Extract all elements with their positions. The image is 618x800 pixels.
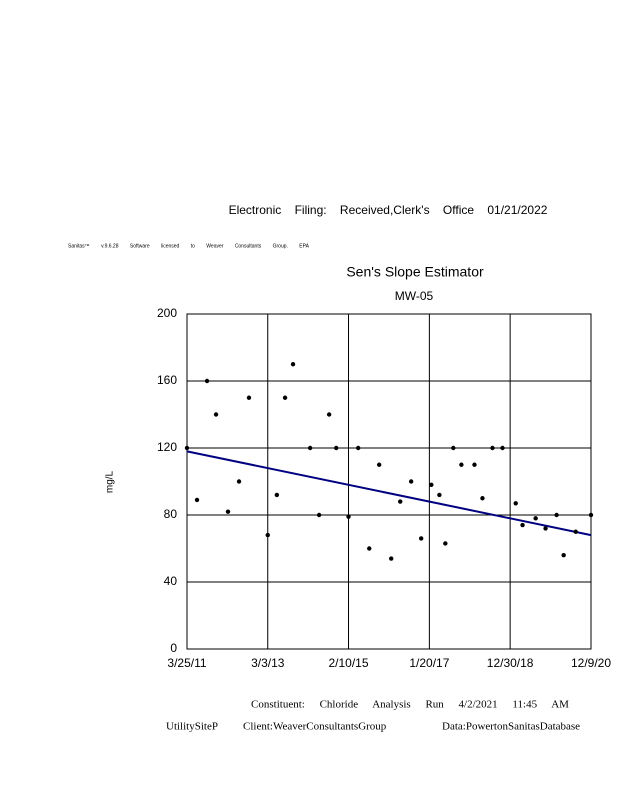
y-axis-label: mg/L [105, 470, 116, 493]
chart-subtitle: MW-05 [395, 289, 434, 303]
data-point [194, 497, 200, 503]
data-point [290, 362, 296, 367]
chart-title: Sen's Slope Estimator [346, 264, 484, 280]
data-point [451, 445, 456, 451]
data-point [533, 516, 538, 521]
y-tick-label: 120 [157, 440, 177, 454]
data-point [480, 496, 485, 501]
data-point [408, 479, 414, 484]
data-point [543, 526, 548, 531]
y-tick-label: 40 [164, 574, 178, 588]
data-point [367, 546, 372, 551]
data-point [346, 514, 351, 519]
x-tick-label: 3/3/13 [251, 656, 285, 670]
y-tick-label: 0 [170, 641, 177, 655]
data-point [490, 445, 495, 451]
data-point [443, 541, 448, 546]
y-tick-label: 80 [164, 507, 178, 521]
data-point [513, 501, 518, 506]
data-point [225, 509, 231, 514]
data-point [265, 532, 270, 538]
data-point [316, 512, 322, 518]
data-point [459, 462, 464, 467]
data-point [236, 479, 242, 484]
data-point [437, 492, 442, 498]
data-point [561, 553, 566, 558]
data-point [376, 462, 382, 467]
data-point [246, 395, 252, 400]
y-tick-label: 200 [157, 306, 177, 320]
data-point [588, 512, 594, 518]
software-note: Sanitas™ v.9.6.28 Software licensed to W… [68, 243, 310, 249]
data-point [282, 395, 288, 400]
trend-line [186, 450, 592, 537]
y-tick-label: 160 [157, 373, 177, 387]
filing-header: Electronic Filing: Received,Clerk's Offi… [229, 203, 548, 217]
data-point [554, 512, 559, 518]
data-point [389, 556, 394, 561]
data-point [520, 522, 525, 528]
data-point [418, 536, 424, 541]
x-tick-label: 3/25/11 [167, 656, 206, 670]
data-point [307, 445, 313, 451]
data-point [500, 445, 505, 451]
data-point [472, 462, 477, 467]
data-point [326, 412, 332, 417]
footer-constituent: Constituent: Chloride Analysis Run 4/2/2… [251, 699, 569, 711]
x-tick-label: 12/9/20 [571, 656, 611, 670]
footer-client: Client:WeaverConsultantsGroup [243, 721, 387, 733]
data-point [355, 445, 361, 451]
data-point [213, 412, 219, 417]
footer-site: UtilitySiteP [166, 721, 218, 733]
x-tick-label: 12/30/18 [487, 656, 534, 670]
data-point [204, 378, 210, 384]
data-point [334, 445, 339, 451]
data-point [184, 445, 190, 451]
data-point [274, 492, 280, 498]
footer-database: Data:PowertonSanitasDatabase [442, 721, 580, 733]
x-tick-label: 2/10/15 [328, 656, 368, 670]
data-point [573, 529, 578, 534]
data-point [398, 499, 403, 504]
x-tick-label: 1/20/17 [409, 656, 449, 670]
data-point [429, 482, 434, 488]
